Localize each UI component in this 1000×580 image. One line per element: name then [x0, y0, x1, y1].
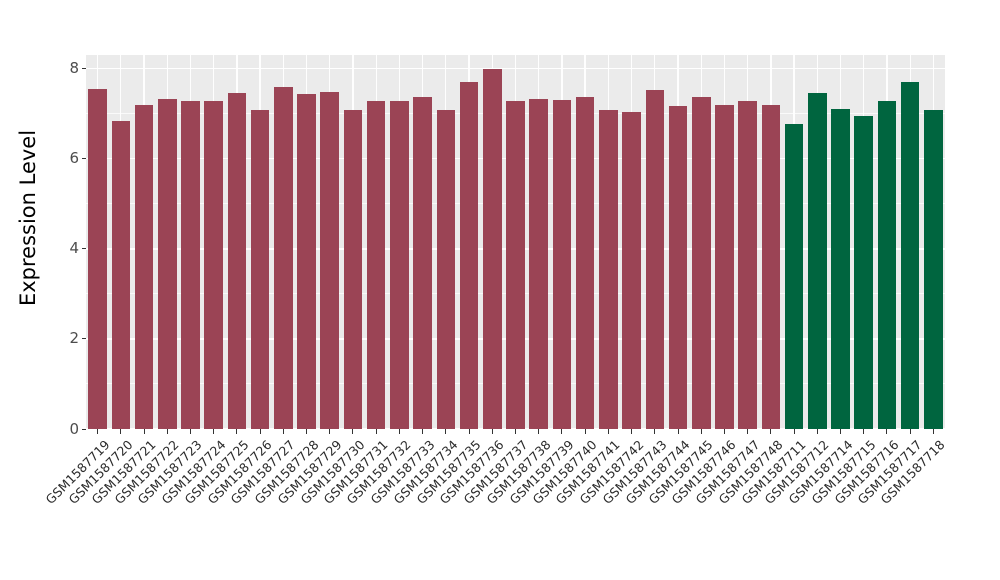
- bar: [413, 97, 432, 429]
- y-axis-ticks: 0 2 4 6 8: [0, 0, 86, 438]
- y-tick-mark: [82, 248, 86, 250]
- y-tick-label: 4: [69, 239, 79, 258]
- bar: [854, 116, 874, 429]
- bar: [88, 89, 107, 429]
- y-tick-label: 6: [69, 149, 79, 168]
- x-tick-mark: [166, 429, 168, 434]
- bar: [436, 110, 456, 429]
- x-tick-mark: [863, 429, 865, 434]
- bar: [157, 98, 177, 429]
- y-tick-label: 2: [69, 329, 79, 348]
- x-tick-mark: [654, 429, 656, 434]
- y-tick-mark: [82, 428, 86, 430]
- x-tick-mark: [259, 429, 261, 434]
- bar: [691, 96, 711, 429]
- x-tick-mark: [723, 429, 725, 434]
- bar: [181, 100, 200, 429]
- bar: [831, 108, 850, 429]
- bar: [575, 97, 595, 429]
- bar: [274, 86, 293, 429]
- x-tick-mark: [816, 429, 818, 434]
- x-tick-mark: [375, 429, 377, 434]
- bar: [668, 106, 688, 429]
- x-tick-mark: [793, 429, 795, 434]
- bar: [366, 100, 386, 429]
- bar: [738, 100, 757, 429]
- x-tick-mark: [677, 429, 679, 434]
- x-tick-mark: [236, 429, 238, 434]
- x-tick-mark: [491, 429, 493, 434]
- x-tick-mark: [352, 429, 354, 434]
- plot-panel: [86, 55, 945, 429]
- bar: [134, 105, 154, 429]
- bar: [204, 101, 223, 429]
- bar: [506, 101, 525, 429]
- x-tick-mark: [607, 429, 609, 434]
- x-tick-mark: [770, 429, 772, 434]
- x-tick-mark: [422, 429, 424, 434]
- x-tick-mark: [538, 429, 540, 434]
- x-tick-mark: [306, 429, 308, 434]
- x-tick-mark: [886, 429, 888, 434]
- bar: [900, 82, 920, 429]
- x-tick-mark: [97, 429, 99, 434]
- bar: [761, 105, 781, 429]
- x-tick-mark: [120, 429, 122, 434]
- y-tick-mark: [82, 158, 86, 160]
- bar: [297, 93, 316, 429]
- x-tick-mark: [584, 429, 586, 434]
- x-tick-mark: [468, 429, 470, 434]
- bar: [250, 110, 270, 429]
- bar: [482, 68, 502, 429]
- x-axis-labels: GSM1587719 GSM1587720 GSM1587721 GSM1587722…: [42, 437, 948, 580]
- x-tick-mark: [515, 429, 516, 434]
- y-tick-label: 0: [69, 419, 79, 438]
- x-tick-mark: [189, 429, 191, 434]
- bar: [343, 109, 363, 429]
- bar: [320, 91, 340, 429]
- bar: [808, 93, 827, 429]
- bar-series: [86, 55, 945, 429]
- x-axis-ticks: [86, 429, 945, 435]
- x-tick-mark: [561, 429, 563, 434]
- x-tick-mark: [747, 429, 749, 434]
- bar: [877, 100, 897, 429]
- bar: [645, 90, 665, 429]
- y-tick-mark: [82, 68, 86, 70]
- bar: [715, 104, 734, 429]
- bar: [784, 124, 804, 429]
- bar: [390, 100, 409, 429]
- bar: [924, 109, 943, 429]
- x-tick-mark: [282, 429, 284, 434]
- x-tick-mark: [700, 429, 702, 434]
- x-tick-mark: [909, 429, 911, 434]
- x-tick-mark: [631, 429, 633, 434]
- x-tick-mark: [932, 429, 934, 434]
- y-tick-mark: [82, 338, 86, 340]
- bar: [552, 100, 572, 429]
- x-tick-mark: [213, 429, 215, 434]
- bar: [599, 109, 618, 429]
- bar: [111, 120, 131, 429]
- x-tick-mark: [840, 429, 842, 434]
- bar: [622, 111, 641, 429]
- x-tick-mark: [445, 429, 447, 434]
- x-tick-mark: [398, 429, 400, 434]
- bar: [459, 82, 479, 429]
- bar: [227, 93, 247, 429]
- bar: [529, 98, 548, 429]
- x-tick-mark: [143, 429, 145, 434]
- x-tick-mark: [329, 429, 331, 434]
- y-tick-label: 8: [69, 59, 79, 78]
